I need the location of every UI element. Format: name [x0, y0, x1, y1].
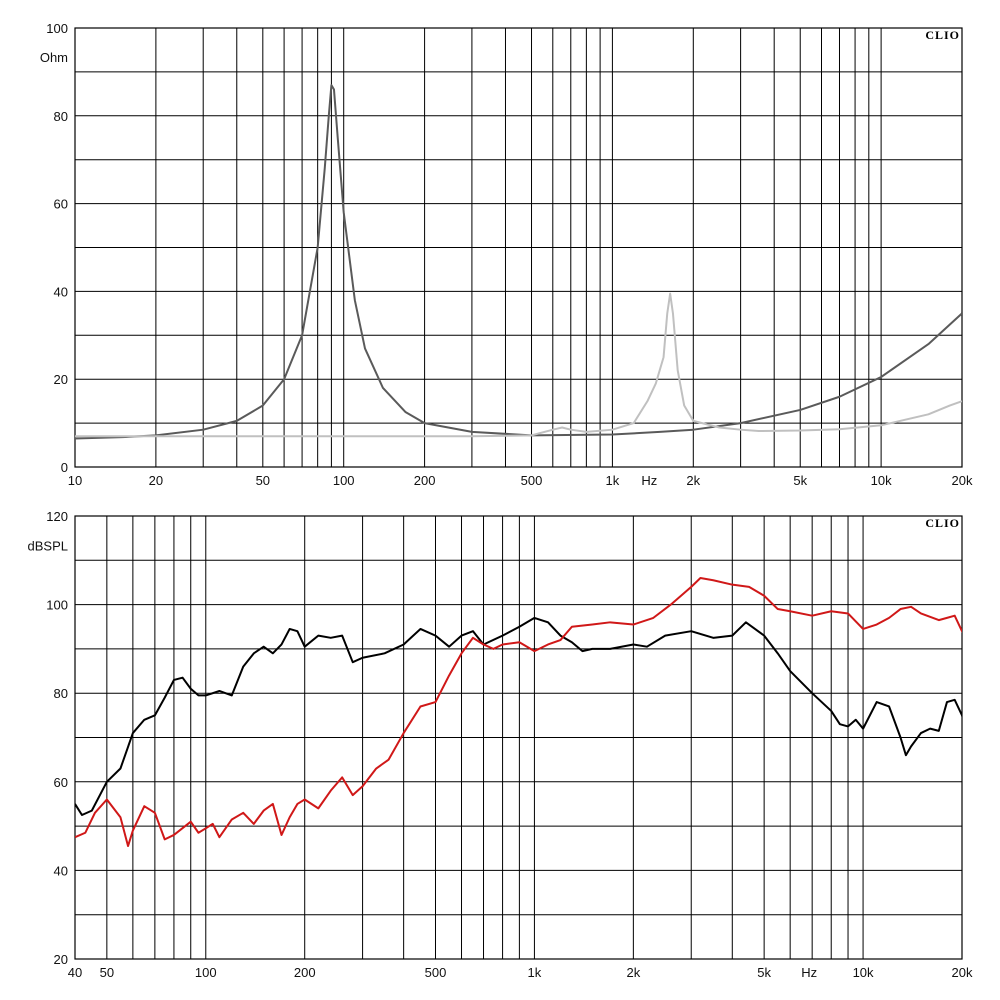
x-tick-label: 20k — [952, 473, 973, 488]
x-tick-label: 1k — [528, 965, 542, 980]
clio-brand: CLIO — [925, 516, 960, 530]
y-tick-label: 20 — [54, 952, 68, 967]
x-tick-label: 2k — [686, 473, 700, 488]
y-tick-label: 20 — [54, 372, 68, 387]
y-tick-label: 100 — [46, 21, 68, 36]
x-tick-label: 1k — [606, 473, 620, 488]
x-tick-label: 20 — [149, 473, 163, 488]
y-tick-label: 120 — [46, 509, 68, 524]
x-tick-label: 100 — [195, 965, 217, 980]
x-tick-label: 100 — [333, 473, 355, 488]
plot-frame — [74, 27, 963, 468]
x-tick-label: 200 — [414, 473, 436, 488]
series-line-1 — [75, 577, 962, 848]
y-tick-label: 100 — [46, 598, 68, 613]
series-line-0 — [75, 616, 962, 817]
y-tick-label: 60 — [54, 775, 68, 790]
x-tick-label: 50 — [256, 473, 270, 488]
clio-brand: CLIO — [925, 28, 960, 42]
y-unit-label: Ohm — [40, 50, 68, 65]
y-tick-label: 40 — [54, 284, 68, 299]
x-tick-label: 5k — [793, 473, 807, 488]
x-tick-label: 10 — [68, 473, 82, 488]
y-tick-label: 0 — [61, 460, 68, 475]
x-tick-label: 10k — [871, 473, 892, 488]
y-tick-label: 40 — [54, 863, 68, 878]
y-tick-label: 80 — [54, 109, 68, 124]
x-tick-label: 20k — [952, 965, 973, 980]
x-tick-label: 500 — [425, 965, 447, 980]
series-line-0 — [75, 84, 962, 440]
x-tick-label: 50 — [100, 965, 114, 980]
x-tick-label: 5k — [757, 965, 771, 980]
x-tick-label: 40 — [68, 965, 82, 980]
y-tick-label: 60 — [54, 197, 68, 212]
plot-frame — [74, 515, 963, 960]
series-line-1 — [75, 292, 962, 438]
x-tick-label: 2k — [626, 965, 640, 980]
x-tick-label: 10k — [853, 965, 874, 980]
impedance-chart: 0 20 40 60 80 100 Ohm 10 20 50 100 200 500 1k 2k 5k 10k 2… — [40, 21, 973, 488]
x-tick-label: 200 — [294, 965, 316, 980]
y-unit-label: dBSPL — [28, 538, 68, 553]
x-unit-label: Hz — [641, 473, 657, 488]
x-unit-label: Hz — [801, 965, 817, 980]
y-tick-label: 80 — [54, 686, 68, 701]
x-tick-label: 500 — [521, 473, 543, 488]
